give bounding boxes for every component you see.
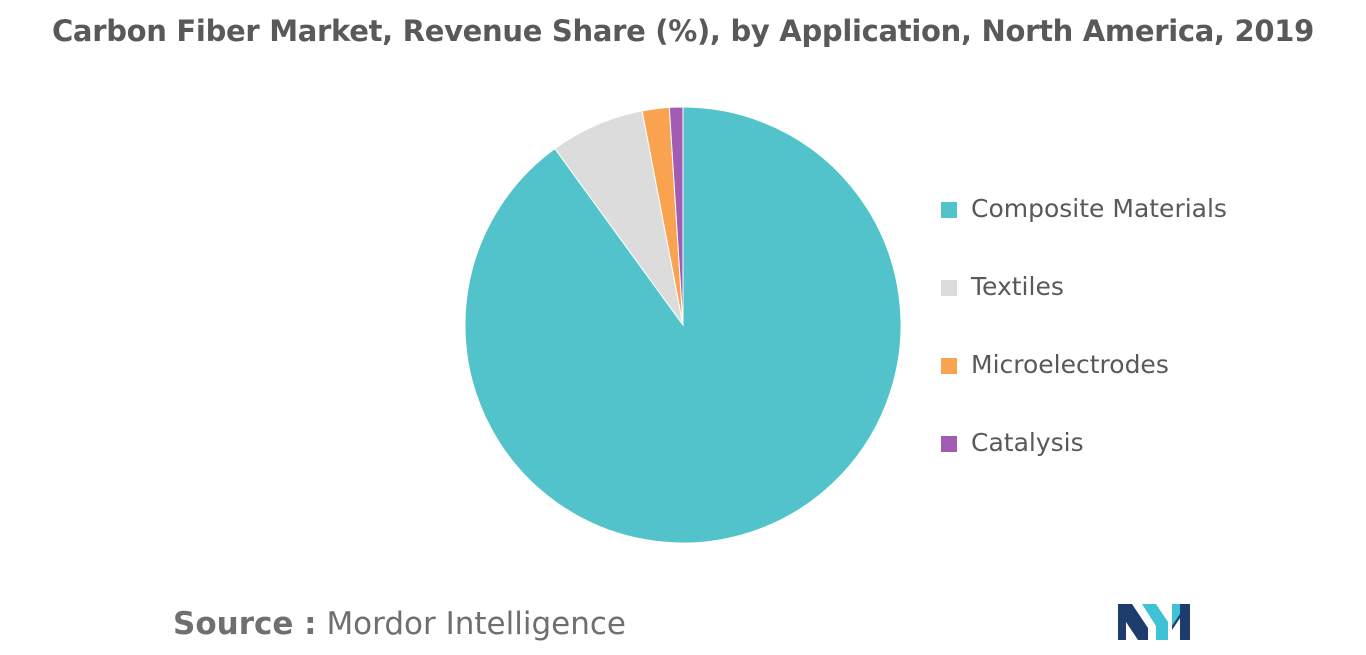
logo-left-shape bbox=[1118, 604, 1148, 640]
legend-item-composite-materials: Composite Materials bbox=[941, 190, 1227, 268]
source-value: Mordor Intelligence bbox=[326, 606, 626, 642]
chart-legend: Composite Materials Textiles Microelectr… bbox=[941, 190, 1227, 502]
legend-swatch bbox=[941, 202, 957, 218]
legend-item-microelectrodes: Microelectrodes bbox=[941, 346, 1227, 424]
legend-swatch bbox=[941, 280, 957, 296]
legend-label: Microelectrodes bbox=[971, 350, 1169, 379]
logo-middle-shape bbox=[1142, 604, 1168, 640]
legend-label: Composite Materials bbox=[971, 194, 1227, 223]
legend-swatch bbox=[941, 358, 957, 374]
source-key: Source : bbox=[173, 606, 317, 642]
legend-label: Catalysis bbox=[971, 428, 1084, 457]
legend-item-catalysis: Catalysis bbox=[941, 424, 1227, 502]
logo-right-accent bbox=[1172, 604, 1180, 626]
source-note: Source : Mordor Intelligence bbox=[173, 606, 626, 642]
chart-title: Carbon Fiber Market, Revenue Share (%), … bbox=[51, 14, 1315, 48]
mordor-intelligence-logo-icon bbox=[1118, 604, 1190, 640]
legend-label: Textiles bbox=[971, 272, 1064, 301]
legend-item-textiles: Textiles bbox=[941, 268, 1227, 346]
legend-swatch bbox=[941, 436, 957, 452]
pie-slice-catalysis bbox=[668, 106, 684, 326]
